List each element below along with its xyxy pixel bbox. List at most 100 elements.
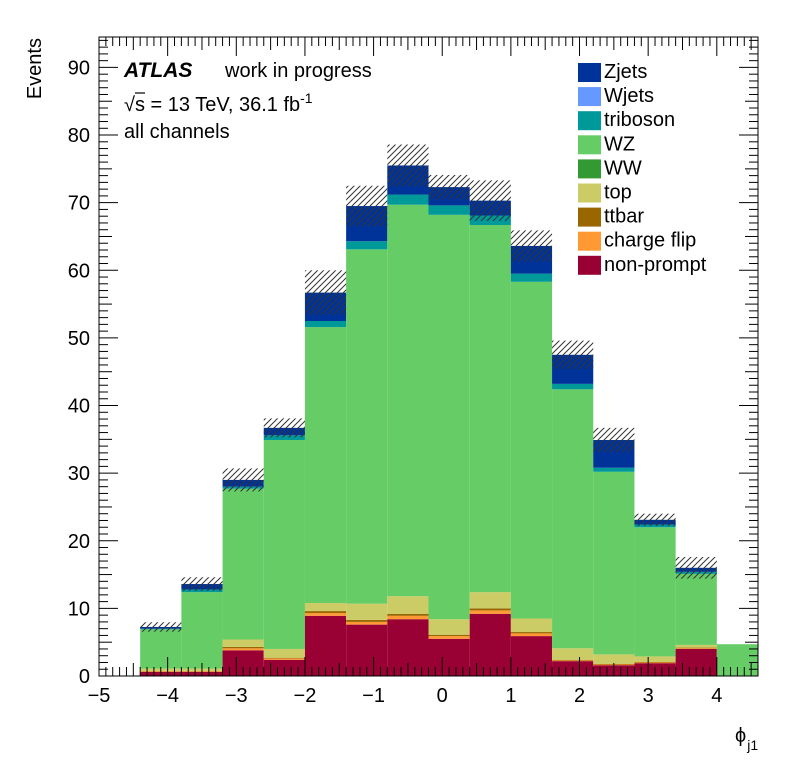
bar-segment-charge-flip <box>346 621 388 625</box>
y-tick-label: 70 <box>68 193 90 215</box>
uncertainty-band <box>634 513 676 526</box>
bar-segment-charge-flip <box>469 610 511 614</box>
bar-segment-charge-flip <box>263 658 305 660</box>
bar-segment-ttbar <box>304 611 347 614</box>
bar-segment-triboson <box>593 467 635 472</box>
bar-segment-top <box>346 603 388 620</box>
lumi-exponent: -1 <box>300 90 313 106</box>
bar-segment-WZ <box>593 471 635 655</box>
bar-segment-top <box>469 592 511 609</box>
legend-swatch-top <box>578 183 601 203</box>
bar-segment-ttbar <box>552 659 594 661</box>
bar-segment-non-prompt <box>469 613 511 676</box>
bar-segment-ttbar <box>510 632 553 634</box>
bar-segment-top <box>675 644 717 648</box>
legend-label: top <box>604 182 632 204</box>
bar-segment-charge-flip <box>552 660 594 662</box>
bar-segment-WZ <box>222 488 264 640</box>
x-axis-title-subscript: j1 <box>746 737 758 753</box>
x-tick-label: 0 <box>437 685 448 707</box>
uncertainty-band <box>428 174 470 200</box>
x-tick-label: 3 <box>643 685 654 707</box>
s-variable: s <box>135 94 145 116</box>
bar-segment-WZ <box>675 573 717 645</box>
channel-label: all channels <box>124 121 230 143</box>
bar-segment-WZ <box>387 204 429 597</box>
atlas-status: work in progress <box>224 60 372 82</box>
x-tick-label: −4 <box>156 685 179 707</box>
legend-swatch-triboson <box>578 111 601 131</box>
bar-segment-top <box>222 639 264 647</box>
bar-segment-WZ <box>140 629 182 669</box>
x-tick-label: −3 <box>225 685 248 707</box>
bar-segment-ttbar <box>346 619 388 622</box>
y-tick-labels: 0 10 20 30 40 50 60 70 80 90 <box>68 57 90 688</box>
bar-segment-top <box>263 648 305 658</box>
bar-segment-charge-flip <box>634 662 676 664</box>
bar-segment-ttbar <box>469 608 511 611</box>
y-tick-label: 20 <box>68 531 90 553</box>
bar-segment-WZ <box>469 224 511 593</box>
bar-segment-WZ <box>510 281 553 619</box>
uncertainty-band <box>304 270 347 315</box>
legend-label: Wjets <box>604 85 654 107</box>
uncertainty-band <box>346 185 388 227</box>
bar-segment-ttbar <box>263 657 305 659</box>
uncertainty-band <box>510 230 553 262</box>
x-tick-label: 4 <box>711 685 722 707</box>
legend-label: non-prompt <box>604 254 707 276</box>
bar-segment-non-prompt <box>304 615 347 676</box>
y-tick-label: 50 <box>68 328 90 350</box>
x-tick-labels: −5 −4 −3 −2 −1 0 1 2 3 4 <box>88 685 723 707</box>
energy-lumi-value: = 13 TeV, 36.1 fb <box>145 94 300 116</box>
bar-segment-top <box>634 656 676 662</box>
bar-segment-top <box>510 618 553 633</box>
uncertainty-band <box>593 427 635 453</box>
bar-segment-ttbar <box>387 613 429 616</box>
bar-segment-triboson <box>387 194 429 205</box>
legend-swatch-charge-flip <box>578 231 601 251</box>
bar-segment-triboson <box>263 435 305 441</box>
bar-segment-ttbar <box>675 647 717 649</box>
bar-segment-triboson <box>552 383 594 390</box>
y-tick-label: 80 <box>68 125 90 147</box>
bar-segment-triboson <box>510 273 553 282</box>
legend-label: triboson <box>604 109 675 131</box>
x-tick-label: −5 <box>88 685 111 707</box>
bar-segment-triboson <box>181 589 223 593</box>
y-tick-label: 60 <box>68 260 90 282</box>
y-tick-label: 40 <box>68 396 90 418</box>
x-axis-title-symbol: ϕ <box>735 725 746 747</box>
bar-segment-WZ <box>428 214 470 620</box>
legend-label: charge flip <box>604 230 696 252</box>
bar-segment-ttbar <box>222 646 264 649</box>
svg-text:√s = 13 TeV, 36.1 fb-1: √s = 13 TeV, 36.1 fb-1 <box>124 90 313 116</box>
uncertainty-band <box>222 468 264 492</box>
bar-segment-ttbar <box>634 661 676 663</box>
bar-segment-top <box>552 648 594 660</box>
legend-label: ttbar <box>604 206 644 228</box>
bar-segment-top <box>428 619 470 635</box>
y-axis-title: Events <box>24 38 46 99</box>
uncertainty-band <box>263 418 305 438</box>
bar-segment-charge-flip <box>510 633 553 637</box>
sqrt-symbol: √ <box>124 94 135 116</box>
uncertainty-band <box>675 556 717 579</box>
bar-segment-WZ <box>181 592 223 669</box>
uncertainty-band <box>552 340 594 370</box>
legend-swatch-WZ <box>578 135 601 155</box>
bar-segment-charge-flip <box>675 648 717 649</box>
bar-segment-charge-flip <box>387 615 429 620</box>
uncertainty-band <box>469 180 511 221</box>
legend-label: WW <box>604 157 642 179</box>
bar-segment-charge-flip <box>222 648 264 651</box>
bar-segment-triboson <box>428 205 470 215</box>
x-tick-label: 2 <box>574 685 585 707</box>
bar-segment-triboson <box>304 321 347 328</box>
bar-segment-top <box>387 596 429 614</box>
bar-segment-charge-flip <box>428 636 470 639</box>
x-tick-label: −2 <box>294 685 317 707</box>
x-tick-label: −1 <box>362 685 385 707</box>
legend-swatch-ttbar <box>578 207 601 227</box>
legend-label: WZ <box>604 133 635 155</box>
